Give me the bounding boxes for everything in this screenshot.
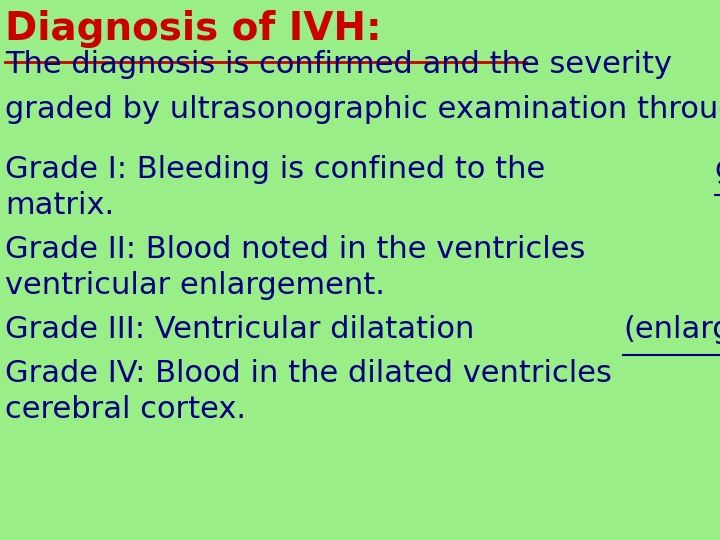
Text: ventricular enlargement.: ventricular enlargement. — [5, 271, 385, 300]
Text: Grade III: Ventricular dilatation: Grade III: Ventricular dilatation — [5, 315, 484, 344]
Text: Diagnosis of IVH:: Diagnosis of IVH: — [5, 10, 409, 48]
Text: graded by ultrasonographic examination through: graded by ultrasonographic examination t… — [5, 95, 720, 124]
Text: cerebral cortex.: cerebral cortex. — [5, 395, 246, 424]
Text: matrix.: matrix. — [5, 191, 114, 220]
Text: Grade IV: Blood in the dilated ventricles: Grade IV: Blood in the dilated ventricle… — [5, 359, 621, 388]
Text: Grade II: Blood noted in the ventricles: Grade II: Blood noted in the ventricles — [5, 235, 595, 264]
Text: (enlargement).: (enlargement). — [624, 315, 720, 344]
Text: The diagnosis is confirmed and the severity: The diagnosis is confirmed and the sever… — [5, 50, 672, 79]
Text: Grade I: Bleeding is confined to the: Grade I: Bleeding is confined to the — [5, 155, 555, 184]
Text: germinal: germinal — [715, 155, 720, 184]
